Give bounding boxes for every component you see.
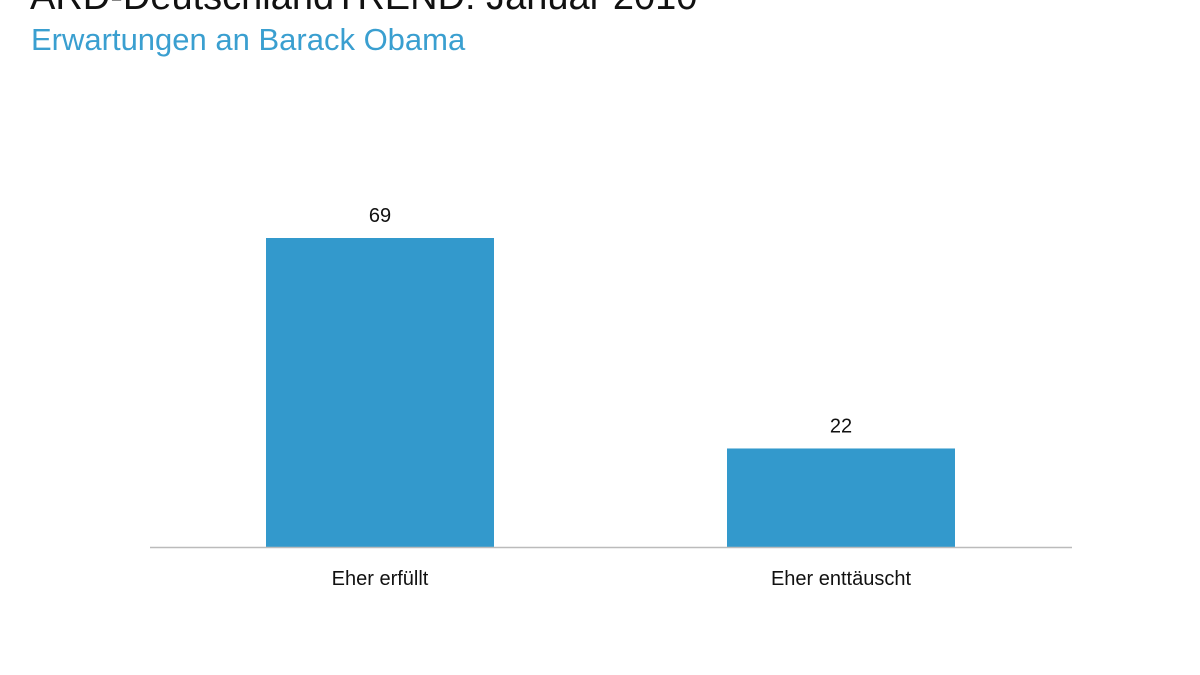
data-label: 22 [830,415,852,437]
chart-title: ARD-DeutschlandTREND: Januar 2010 [30,0,697,19]
data-label: 69 [369,205,391,227]
x-tick-label: Eher enttäuscht [771,568,912,590]
bar [727,448,955,547]
bar [266,238,494,547]
x-tick-label: Eher erfüllt [332,568,429,590]
chart-subtitle: Erwartungen an Barack Obama [31,22,466,57]
